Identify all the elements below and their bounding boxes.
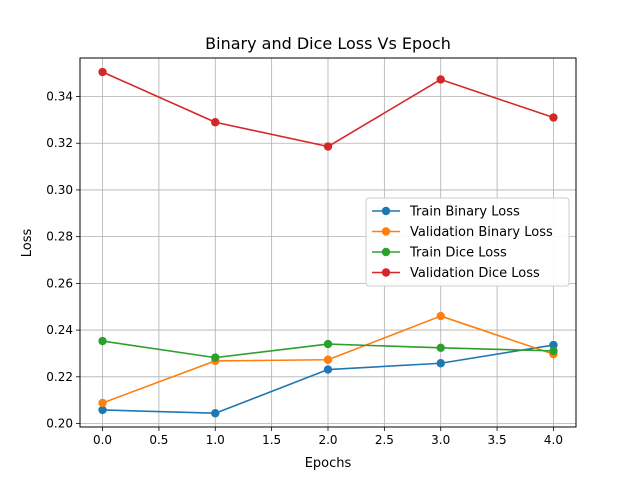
y-tick-label: 0.32: [46, 136, 73, 150]
legend-item-validation-binary-loss: Validation Binary Loss: [372, 225, 553, 240]
data-point-train-binary-loss: [323, 365, 333, 374]
x-tick-label: 1.0: [206, 433, 225, 447]
x-tick-label: 2.0: [318, 433, 337, 447]
legend-item-validation-dice-loss: Validation Dice Loss: [372, 266, 540, 281]
legend-label: Validation Binary Loss: [410, 225, 553, 240]
x-axis-label: Epochs: [305, 456, 352, 471]
ticks: 0.0 0.5 1.0 1.5 2.0 2.5 3.0 3.5 4.0 0.20 0.22 0.24 0…: [46, 90, 563, 447]
x-tick-label: 3.5: [488, 433, 507, 447]
y-tick-label: 0.20: [46, 416, 73, 430]
series-train-dice-loss: [98, 336, 558, 362]
series-validation-dice-loss: [98, 67, 558, 151]
data-point-validation-binary-loss: [436, 311, 445, 321]
x-tick-label: 2.5: [375, 433, 394, 447]
data-point-validation-binary-loss: [323, 355, 333, 364]
series-train-binary-loss: [98, 340, 558, 418]
data-point-train-dice-loss: [98, 336, 107, 346]
data-point-train-dice-loss: [211, 353, 220, 362]
legend-swatch-marker: [381, 268, 391, 277]
x-tick-label: 1.5: [262, 433, 281, 447]
data-point-train-dice-loss: [549, 346, 558, 356]
y-tick-label: 0.26: [46, 276, 73, 290]
legend-label: Train Binary Loss: [409, 205, 520, 220]
data-point-train-binary-loss: [98, 405, 107, 415]
legend-label: Train Dice Loss: [409, 246, 507, 261]
legend: Train Binary Loss Validation Binary Loss T…: [365, 197, 570, 287]
data-point-validation-dice-loss: [211, 118, 220, 127]
data-point-validation-dice-loss: [323, 142, 333, 151]
data-point-train-binary-loss: [436, 359, 445, 368]
legend-frame: [365, 197, 570, 287]
data-point-validation-dice-loss: [98, 67, 107, 77]
legend-swatch-marker: [381, 247, 391, 257]
y-tick-label: 0.34: [46, 90, 73, 104]
data-point-validation-binary-loss: [98, 398, 107, 408]
y-axis-label: Loss: [20, 229, 35, 258]
x-tick-label: 3.0: [431, 433, 450, 447]
data-point-validation-dice-loss: [436, 75, 445, 84]
data-point-validation-dice-loss: [549, 113, 558, 122]
y-tick-label: 0.28: [46, 230, 73, 244]
legend-item-train-dice-loss: Train Dice Loss: [372, 246, 507, 261]
legend-swatch-marker: [381, 206, 391, 216]
legend-item-train-binary-loss: Train Binary Loss: [372, 205, 520, 220]
data-point-train-binary-loss: [549, 340, 558, 350]
x-tick-label: 0.0: [93, 433, 112, 447]
y-tick-label: 0.22: [46, 370, 73, 384]
data-point-train-dice-loss: [436, 343, 445, 353]
chart-title: Binary and Dice Loss Vs Epoch: [205, 34, 451, 53]
x-tick-label: 0.5: [149, 433, 168, 447]
x-tick-label: 4.0: [544, 433, 563, 447]
legend-label: Validation Dice Loss: [410, 266, 540, 281]
y-tick-label: 0.24: [46, 323, 73, 337]
legend-swatch-marker: [381, 227, 391, 236]
data-point-train-binary-loss: [211, 409, 220, 418]
series-layer: [98, 67, 558, 418]
y-tick-label: 0.30: [46, 183, 73, 197]
data-point-train-dice-loss: [323, 339, 333, 349]
